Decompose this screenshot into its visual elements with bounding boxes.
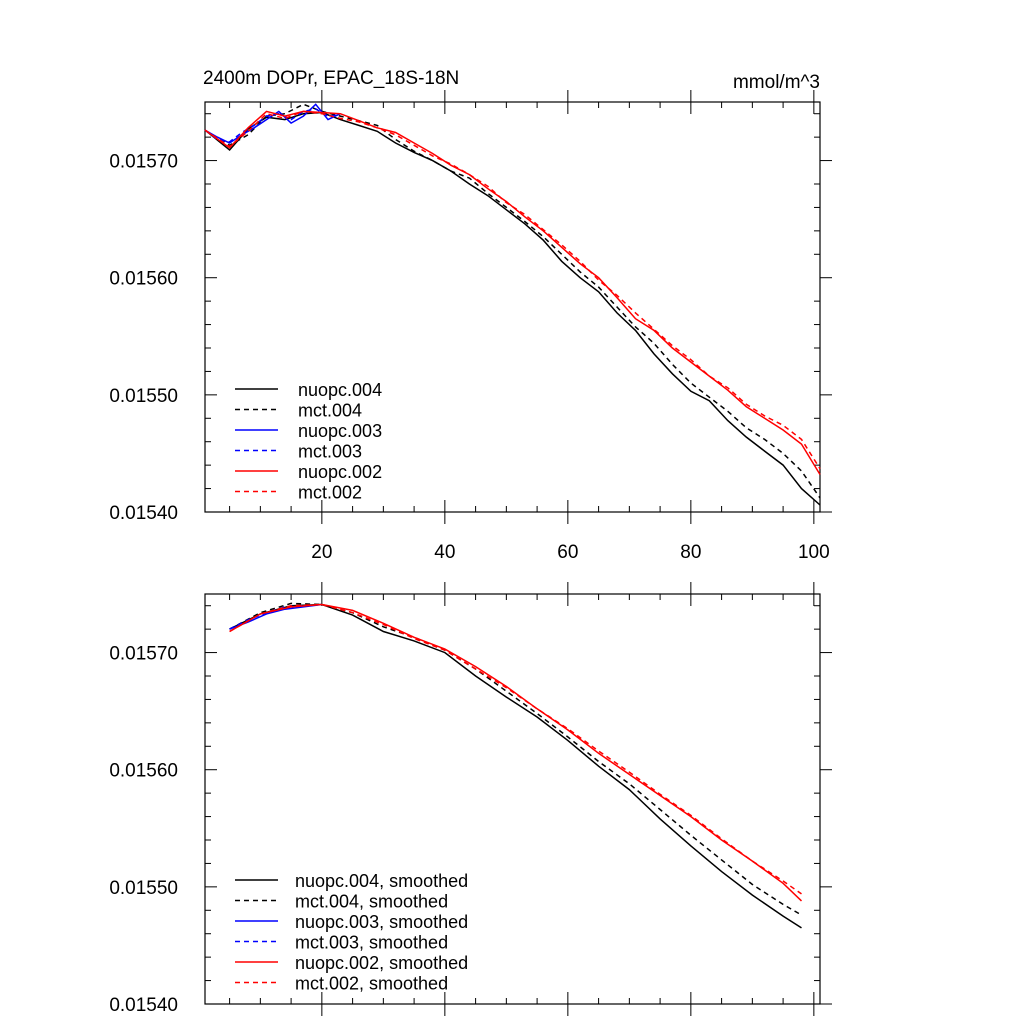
y-tick-label: 0.01540 [109,503,178,524]
legend-label: mct.004, smoothed [295,892,448,912]
plot-frame [204,101,821,513]
y-tick-label: 0.01540 [109,995,178,1016]
series-line [204,103,341,144]
series-line [229,603,322,630]
series-line [204,108,341,143]
legend-label: mct.004 [298,401,362,421]
y-tick-label: 0.01550 [109,878,178,899]
series-line [229,603,803,902]
y-tick-label: 0.01560 [109,269,178,290]
bottom-panel: 0.01540 0.01550 0.01560 0.01570 nuopc.004, s… [109,582,832,1016]
x-tick-label: 100 [798,542,830,563]
top-panel: 20 40 60 80 100 0.01540 0.01550 0.01560 0.01570 n… [109,90,832,563]
series-line [204,110,821,470]
series-line [229,602,802,916]
chart-units: mmol/m^3 [733,72,820,93]
x-tick-label: 60 [557,542,578,563]
y-tick-label: 0.01550 [109,386,178,407]
series-line [229,603,322,630]
x-tick-label: 80 [680,542,701,563]
plot-frame [204,593,821,1005]
legend-label: nuopc.004, smoothed [295,871,468,891]
chart-title: 2400m DOPr, EPAC_18S-18N [203,68,459,89]
y-tick-label: 0.01560 [109,761,178,782]
y-tick-label: 0.01570 [109,152,178,173]
legend-label: nuopc.003, smoothed [295,912,468,932]
x-tick-label: 40 [434,542,455,563]
legend-label: nuopc.004 [298,380,382,400]
legend-label: mct.003 [298,442,362,462]
x-tick-label: 20 [311,542,332,563]
series-line [229,603,802,895]
legend-label: nuopc.003 [298,421,382,441]
legend-label: nuopc.002 [298,462,382,482]
y-tick-label: 0.01570 [109,644,178,665]
legend-label: mct.002 [298,483,362,503]
legend-label: nuopc.002, smoothed [295,953,468,973]
legend-label: mct.002, smoothed [295,974,448,994]
legend-label: mct.003, smoothed [295,933,448,953]
